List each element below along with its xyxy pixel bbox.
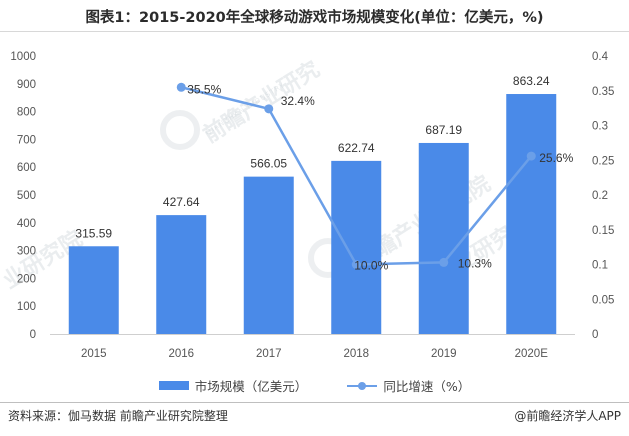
- x-axis-tick-label: 2015: [81, 348, 107, 360]
- line-point: [526, 151, 536, 161]
- right-axis-tick-label: 0.1: [592, 260, 608, 272]
- left-axis-tick-label: 100: [17, 301, 36, 313]
- left-axis-tick-label: 900: [17, 79, 36, 91]
- legend-item-line: 同比增速（%）: [347, 376, 470, 395]
- legend-label-line: 同比增速（%）: [383, 379, 471, 394]
- line-value-label: 32.4%: [281, 94, 315, 108]
- left-axis-tick-label: 200: [17, 273, 36, 285]
- left-axis-tick-label: 1000: [10, 51, 36, 63]
- x-axis-tick-label: 2020E: [515, 348, 549, 360]
- brand-credit: @前瞻经济学人APP: [514, 407, 621, 424]
- right-axis-tick-label: 0.3: [592, 121, 608, 133]
- left-axis-ticks: 0 100 200 300 400 500 600 700 800 900 1000: [10, 51, 36, 341]
- bar-value-label: 315.59: [75, 226, 112, 240]
- right-axis-tick-label: 0.05: [592, 294, 614, 306]
- bar-value-label: 427.64: [163, 195, 200, 209]
- x-axis-tick-label: 2018: [343, 348, 369, 360]
- left-axis-tick-label: 500: [17, 190, 36, 202]
- line-value-label: 10.3%: [458, 256, 492, 270]
- title-divider: [0, 31, 629, 32]
- left-axis-tick-label: 0: [30, 329, 36, 341]
- legend-bar-swatch: [158, 381, 189, 390]
- x-axis-tick-label: 2019: [431, 348, 457, 360]
- bar: [506, 94, 557, 334]
- line-value-label: 35.5%: [187, 82, 221, 96]
- right-axis-tick-label: 0.35: [592, 86, 614, 98]
- line-value-label: 25.6%: [539, 151, 573, 165]
- legend-label-bar: 市场规模（亿美元）: [194, 379, 308, 394]
- left-axis-tick-label: 300: [17, 246, 36, 258]
- bar: [331, 160, 382, 334]
- chart-title: 图表1：2015-2020年全球移动游戏市场规模变化(单位：亿美元，%): [85, 10, 544, 26]
- line-point: [264, 104, 274, 114]
- bar-value-label: 566.05: [250, 157, 287, 171]
- bar-series: [68, 94, 557, 334]
- bar-value-label: 622.74: [338, 141, 375, 155]
- left-axis-tick-label: 800: [17, 107, 36, 119]
- line-value-label: 10.0%: [354, 259, 388, 273]
- left-axis-tick-label: 400: [17, 218, 36, 230]
- legend: 市场规模（亿美元） 同比增速（%）: [0, 376, 629, 395]
- right-axis-ticks: 0 0.05 0.1 0.15 0.2 0.25 0.3 0.35 0.4: [592, 51, 614, 341]
- right-axis-tick-label: 0.15: [592, 225, 614, 237]
- bar-data-labels: 315.59 427.64 566.05 622.74 687.19 863.24: [75, 74, 550, 240]
- x-axis-tick-label: 2016: [168, 348, 194, 360]
- line-point: [176, 82, 186, 92]
- x-axis-tick-label: 2017: [256, 348, 282, 360]
- line-point: [351, 260, 361, 269]
- line-point: [439, 257, 449, 267]
- bar-value-label: 863.24: [513, 74, 550, 88]
- right-axis-tick-label: 0.25: [592, 155, 614, 167]
- bar: [156, 215, 207, 334]
- line-data-labels: 35.5% 32.4% 10.0% 10.3% 25.6%: [187, 82, 573, 272]
- x-axis-ticks: 2015 2016 2017 2018 2019 2020E: [81, 348, 548, 360]
- footer-divider: [0, 402, 629, 403]
- right-axis-tick-label: 0: [592, 329, 598, 341]
- left-axis-tick-label: 600: [17, 162, 36, 174]
- legend-line-swatch: [347, 381, 378, 390]
- right-axis-tick-label: 0.4: [592, 51, 609, 63]
- bar: [418, 142, 469, 334]
- line-series: [176, 82, 536, 269]
- legend-item-bar: 市场规模（亿美元）: [158, 376, 308, 395]
- left-axis-tick-label: 700: [17, 134, 36, 146]
- brand-text: @前瞻经济学人APP: [514, 409, 621, 423]
- source-note: 资料来源：伽马数据 前瞻产业研究院整理: [8, 409, 228, 423]
- bar-value-label: 687.19: [425, 123, 462, 137]
- bar: [68, 246, 119, 334]
- right-axis-tick-label: 0.2: [592, 190, 608, 202]
- bar: [243, 176, 294, 334]
